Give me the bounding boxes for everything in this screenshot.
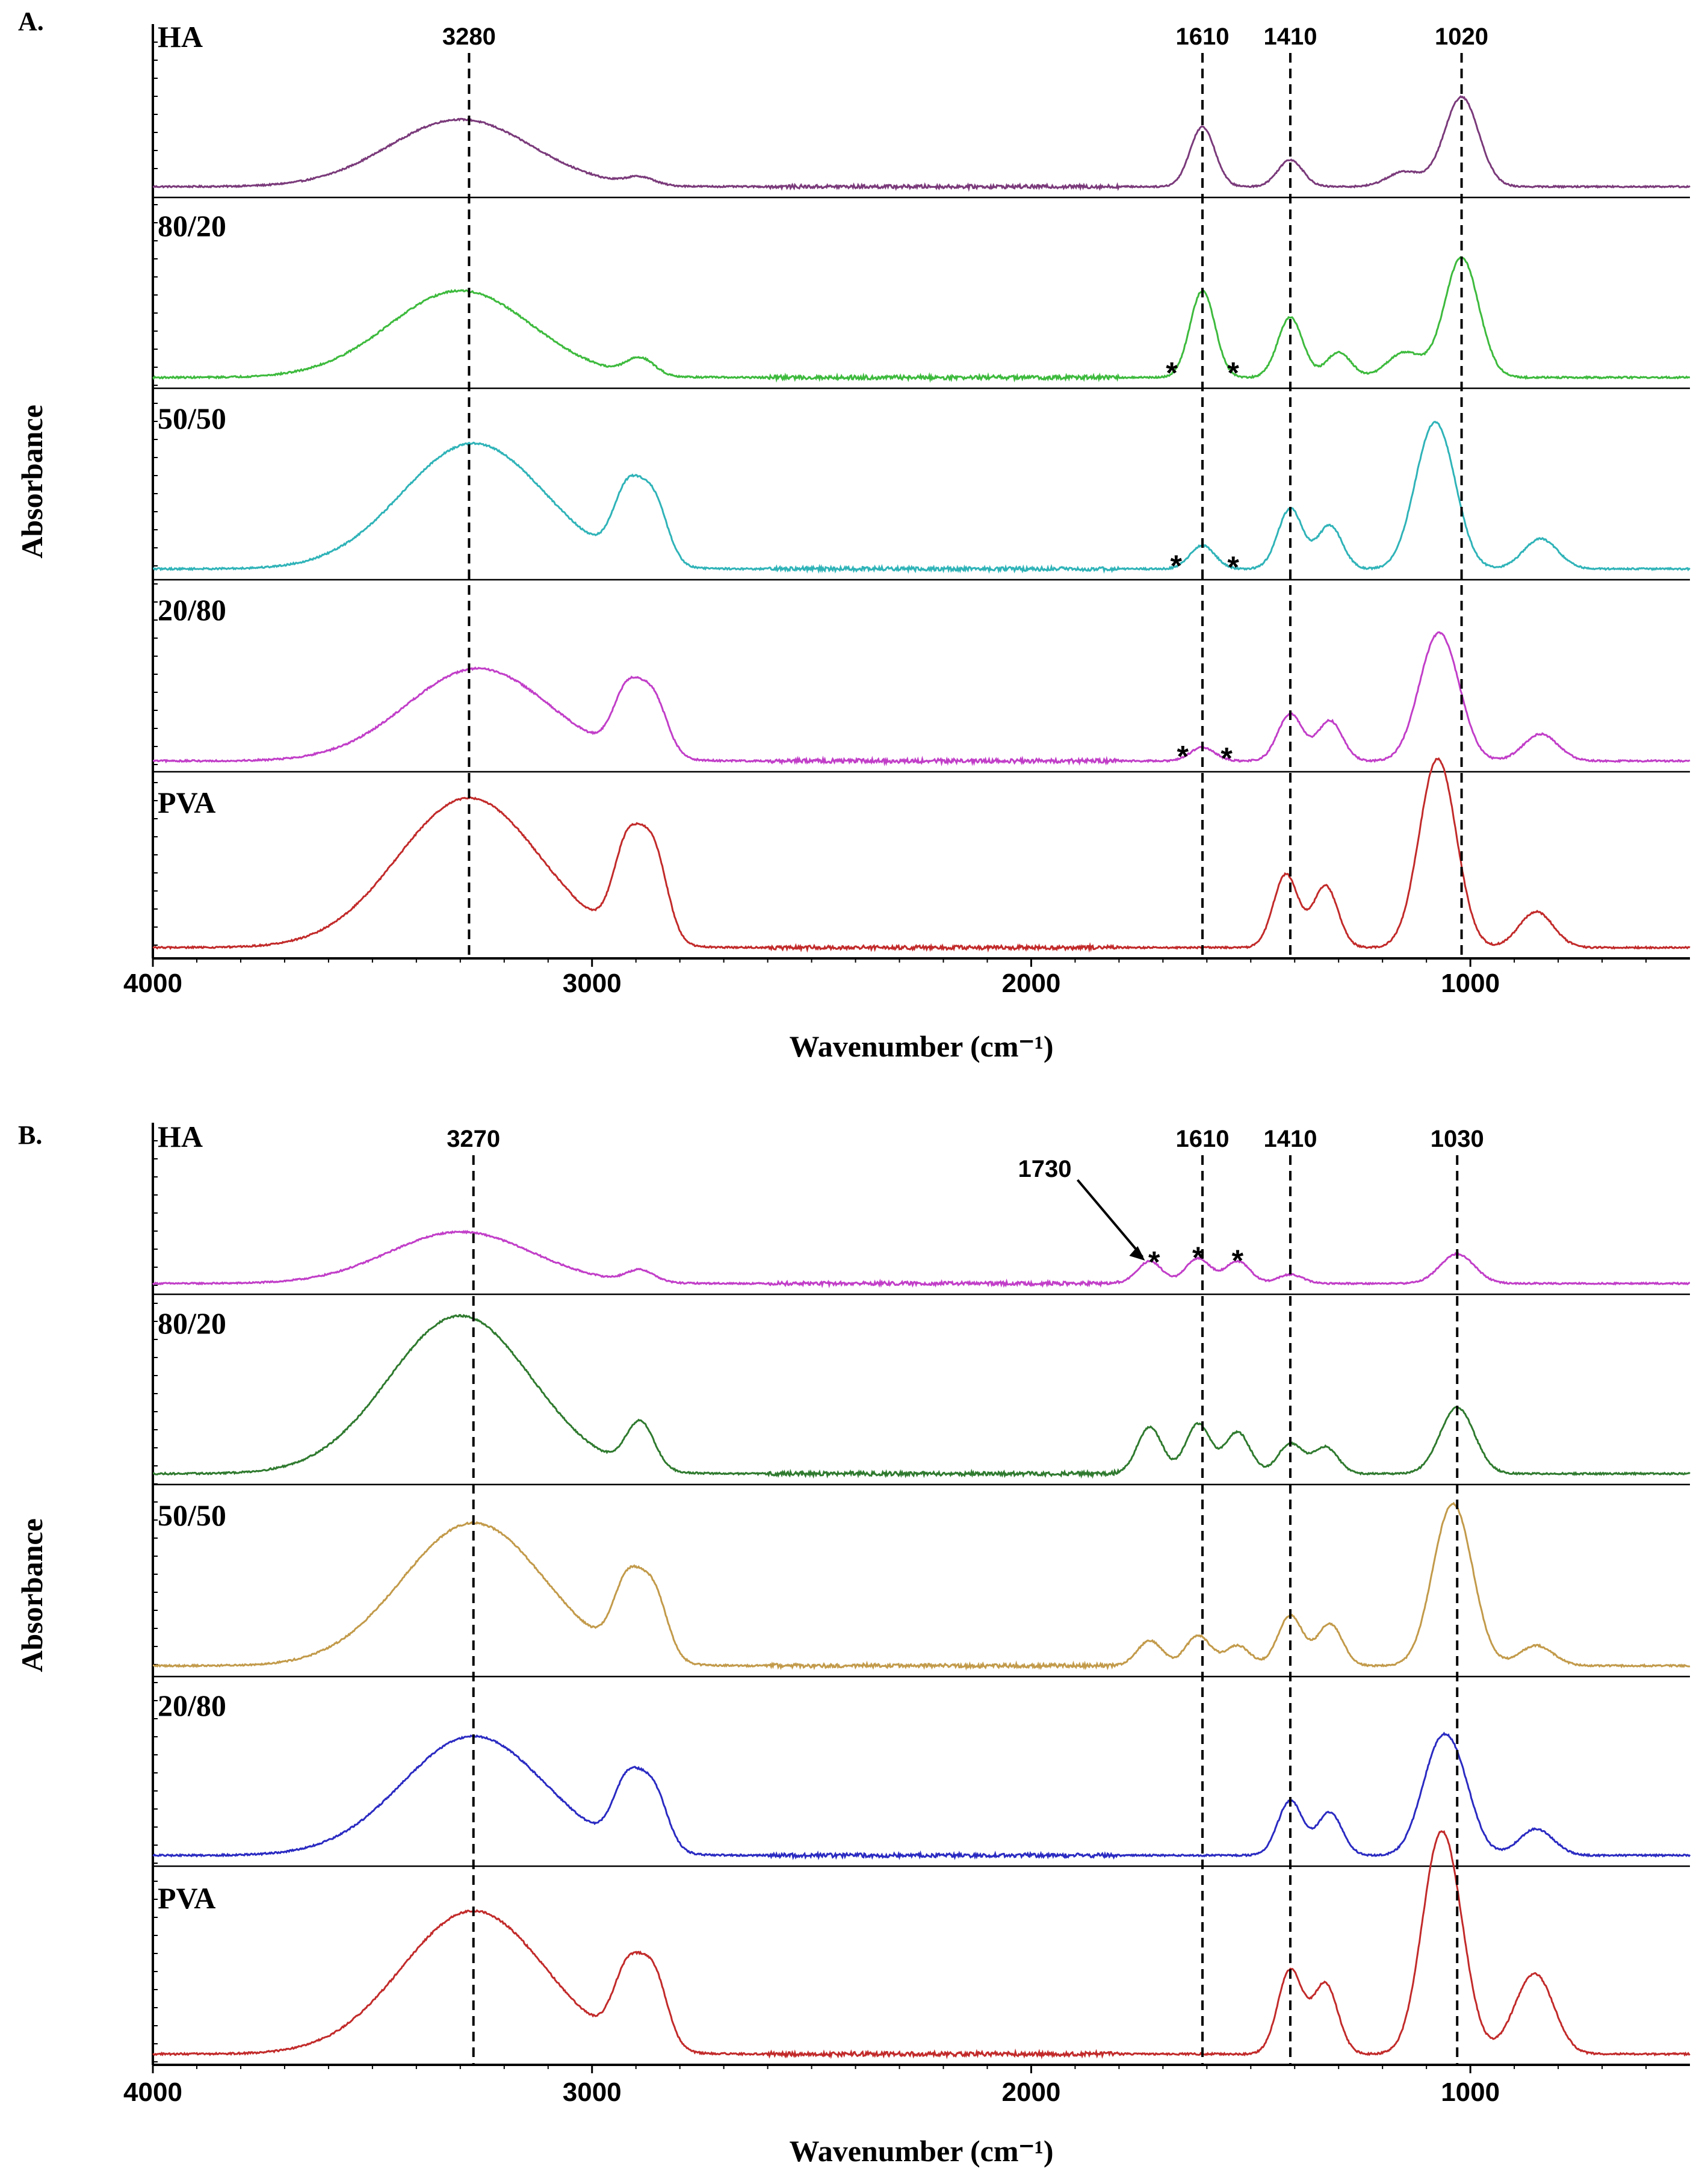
- arrowhead: [1129, 1246, 1145, 1261]
- peak-asterisk: *: [1166, 356, 1178, 389]
- spectrum-line: [152, 256, 1691, 383]
- spectrum-line: [152, 1314, 1691, 1479]
- peak-asterisk: *: [1170, 549, 1182, 583]
- peak-asterisk: *: [1177, 740, 1189, 774]
- x-axis-title: Wavenumber (cm⁻¹): [789, 1029, 1053, 1063]
- reference-line-label: 1610: [1176, 23, 1230, 50]
- reference-line-label: 1020: [1435, 23, 1488, 50]
- sample-label: 20/80: [158, 593, 226, 627]
- panel-label: A.: [18, 7, 44, 36]
- spectrum-line: [152, 1230, 1691, 1289]
- panel-a: A. 4000 3000 2000 1000 Wavenumber (cm⁻¹) Absor…: [15, 7, 1691, 1063]
- panel-label: B.: [18, 1120, 42, 1150]
- sample-label: PVA: [158, 1881, 215, 1915]
- x-tick-label: 1000: [1441, 2077, 1500, 2107]
- sample-label: PVA: [158, 786, 215, 819]
- x-tick-label: 4000: [123, 969, 182, 998]
- spectrum-line: [152, 1501, 1691, 1671]
- peak-asterisk: *: [1227, 356, 1239, 389]
- spectrum-line: [152, 421, 1691, 574]
- reference-line-label: 1410: [1263, 1126, 1317, 1152]
- panel-b: B. 4000 3000 2000 1000 Wavenumber (cm⁻¹) Absor…: [15, 1120, 1691, 2168]
- peak-asterisk: *: [1148, 1245, 1160, 1279]
- peak-asterisk: *: [1192, 1241, 1204, 1274]
- x-tick-label: 3000: [563, 2077, 622, 2107]
- sample-label: 80/20: [158, 1306, 226, 1340]
- spectrum-line: [152, 1731, 1691, 1861]
- annotation-arrow: [1076, 1179, 1143, 1258]
- y-axis-title: Absorbance: [15, 1518, 49, 1672]
- spectrum-line: [152, 757, 1691, 953]
- x-tick-label: 2000: [1001, 969, 1060, 998]
- annotation-label: 1730: [1018, 1156, 1071, 1182]
- reference-line-label: 3280: [442, 23, 496, 50]
- peak-asterisk: *: [1221, 742, 1233, 775]
- peak-asterisk: *: [1227, 550, 1239, 584]
- x-tick-label: 1000: [1441, 969, 1500, 998]
- sample-label: HA: [158, 1120, 203, 1153]
- sample-label: HA: [158, 20, 203, 54]
- sample-label: 50/50: [158, 402, 226, 435]
- x-tick-label: 2000: [1001, 2077, 1060, 2107]
- reference-line-label: 1030: [1431, 1126, 1484, 1152]
- x-tick-label: 4000: [123, 2077, 182, 2107]
- spectrum-line: [152, 95, 1691, 192]
- reference-line-label: 3270: [447, 1126, 500, 1152]
- sample-label: 20/80: [158, 1689, 226, 1722]
- spectrum-line: [152, 1830, 1691, 2060]
- y-axis-title: Absorbance: [15, 405, 49, 559]
- sample-label: 50/50: [158, 1498, 226, 1532]
- x-tick-label: 3000: [563, 969, 622, 998]
- reference-line-label: 1610: [1176, 1126, 1230, 1152]
- peak-asterisk: *: [1232, 1244, 1244, 1277]
- sample-label: 80/20: [158, 209, 226, 243]
- x-axis-title: Wavenumber (cm⁻¹): [789, 2134, 1053, 2168]
- reference-line-label: 1410: [1263, 23, 1317, 50]
- spectrum-line: [152, 631, 1691, 767]
